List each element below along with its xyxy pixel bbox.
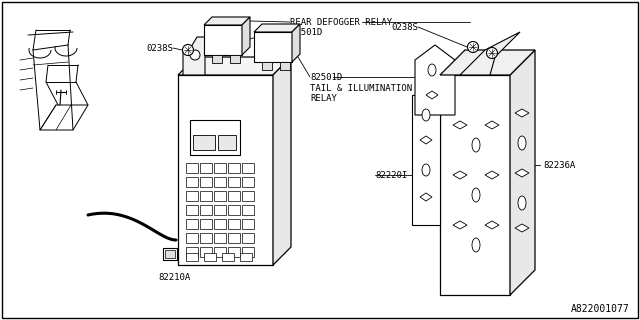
Polygon shape (204, 17, 250, 25)
Polygon shape (183, 37, 211, 75)
Polygon shape (440, 50, 535, 75)
Polygon shape (193, 135, 215, 150)
Polygon shape (222, 253, 234, 261)
Polygon shape (200, 177, 212, 187)
Polygon shape (214, 205, 226, 215)
Polygon shape (186, 205, 198, 215)
Circle shape (486, 47, 497, 59)
Polygon shape (262, 62, 272, 70)
Polygon shape (165, 250, 175, 258)
Text: 0238S: 0238S (391, 22, 418, 31)
Text: REAR DEFOGGER RELAY: REAR DEFOGGER RELAY (290, 18, 392, 27)
Text: 82210A: 82210A (158, 273, 190, 282)
Polygon shape (214, 219, 226, 229)
Polygon shape (420, 193, 432, 201)
Polygon shape (254, 24, 300, 32)
Polygon shape (242, 177, 254, 187)
Polygon shape (186, 233, 198, 243)
Polygon shape (485, 221, 499, 229)
Polygon shape (200, 219, 212, 229)
Polygon shape (230, 55, 240, 63)
Polygon shape (415, 45, 455, 115)
Polygon shape (200, 205, 212, 215)
Polygon shape (240, 253, 252, 261)
Polygon shape (228, 191, 240, 201)
Polygon shape (242, 163, 254, 173)
Polygon shape (214, 177, 226, 187)
Polygon shape (163, 248, 177, 260)
Polygon shape (212, 55, 222, 63)
Text: 82501D: 82501D (310, 73, 342, 82)
Polygon shape (178, 57, 291, 75)
Polygon shape (515, 224, 529, 232)
Polygon shape (228, 177, 240, 187)
Ellipse shape (472, 188, 480, 202)
Polygon shape (440, 75, 510, 295)
Polygon shape (200, 191, 212, 201)
Polygon shape (218, 135, 236, 150)
Text: RELAY: RELAY (310, 93, 337, 102)
Polygon shape (292, 24, 300, 62)
Polygon shape (214, 247, 226, 257)
Polygon shape (186, 247, 198, 257)
Polygon shape (186, 191, 198, 201)
Polygon shape (186, 177, 198, 187)
Circle shape (467, 42, 479, 52)
Polygon shape (242, 219, 254, 229)
Polygon shape (200, 233, 212, 243)
Ellipse shape (422, 109, 430, 121)
Circle shape (190, 50, 200, 60)
Polygon shape (190, 120, 240, 155)
Polygon shape (228, 163, 240, 173)
Polygon shape (200, 163, 212, 173)
Polygon shape (254, 32, 292, 62)
Polygon shape (228, 205, 240, 215)
Polygon shape (242, 17, 250, 55)
Polygon shape (460, 32, 520, 75)
Circle shape (182, 44, 193, 55)
Ellipse shape (518, 196, 526, 210)
Polygon shape (515, 109, 529, 117)
Polygon shape (242, 191, 254, 201)
Ellipse shape (472, 238, 480, 252)
Polygon shape (186, 253, 198, 261)
Polygon shape (242, 247, 254, 257)
Polygon shape (204, 25, 242, 55)
Polygon shape (186, 219, 198, 229)
Ellipse shape (422, 164, 430, 176)
Ellipse shape (518, 136, 526, 150)
Polygon shape (420, 136, 432, 144)
Polygon shape (228, 219, 240, 229)
Polygon shape (453, 121, 467, 129)
Text: 0238S: 0238S (146, 44, 173, 52)
Polygon shape (412, 95, 440, 225)
Polygon shape (485, 121, 499, 129)
Polygon shape (426, 91, 438, 99)
Text: TAIL & ILLUMINATION: TAIL & ILLUMINATION (310, 84, 412, 92)
Polygon shape (214, 163, 226, 173)
Polygon shape (186, 163, 198, 173)
Ellipse shape (472, 138, 480, 152)
Polygon shape (453, 171, 467, 179)
Polygon shape (510, 50, 535, 295)
Text: A822001077: A822001077 (572, 304, 630, 314)
Polygon shape (200, 247, 212, 257)
Ellipse shape (428, 64, 436, 76)
Text: 82236A: 82236A (543, 161, 575, 170)
Polygon shape (280, 62, 290, 70)
Polygon shape (242, 205, 254, 215)
Polygon shape (214, 191, 226, 201)
Polygon shape (228, 247, 240, 257)
Polygon shape (485, 171, 499, 179)
Polygon shape (242, 233, 254, 243)
Text: 82220I: 82220I (375, 171, 407, 180)
Polygon shape (178, 75, 273, 265)
Polygon shape (228, 233, 240, 243)
Polygon shape (453, 221, 467, 229)
Polygon shape (214, 233, 226, 243)
Text: 82501D: 82501D (290, 28, 323, 36)
Polygon shape (204, 253, 216, 261)
Polygon shape (273, 57, 291, 265)
Polygon shape (515, 169, 529, 177)
